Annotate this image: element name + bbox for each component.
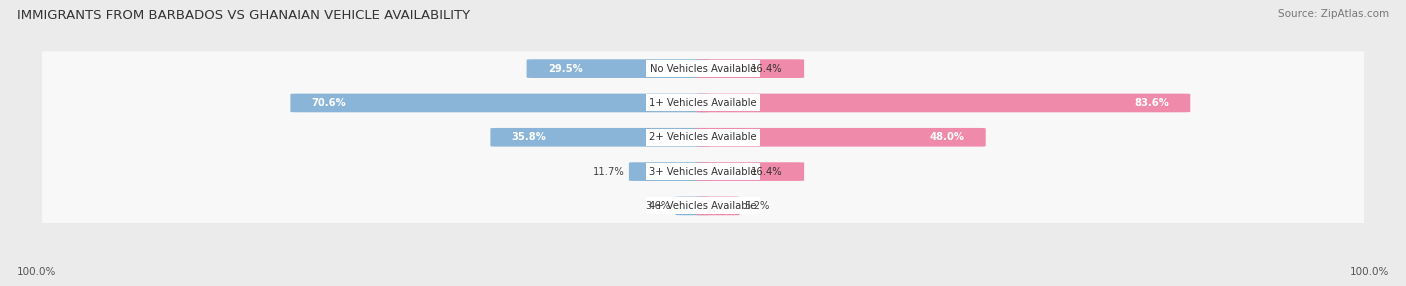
Text: 3.6%: 3.6%	[645, 201, 671, 211]
Text: 100.0%: 100.0%	[1350, 267, 1389, 277]
FancyBboxPatch shape	[696, 196, 740, 215]
FancyBboxPatch shape	[39, 154, 1367, 189]
Text: 16.4%: 16.4%	[751, 64, 783, 74]
Text: 100.0%: 100.0%	[17, 267, 56, 277]
Text: IMMIGRANTS FROM BARBADOS VS GHANAIAN VEHICLE AVAILABILITY: IMMIGRANTS FROM BARBADOS VS GHANAIAN VEH…	[17, 9, 470, 21]
FancyBboxPatch shape	[628, 162, 710, 181]
Text: 4+ Vehicles Available: 4+ Vehicles Available	[650, 201, 756, 211]
Text: 1+ Vehicles Available: 1+ Vehicles Available	[650, 98, 756, 108]
FancyBboxPatch shape	[39, 51, 1367, 86]
FancyBboxPatch shape	[696, 59, 804, 78]
FancyBboxPatch shape	[291, 94, 710, 112]
FancyBboxPatch shape	[39, 188, 1367, 223]
Text: 5.2%: 5.2%	[744, 201, 769, 211]
Text: 16.4%: 16.4%	[751, 167, 783, 176]
FancyBboxPatch shape	[527, 59, 710, 78]
FancyBboxPatch shape	[696, 94, 1191, 112]
FancyBboxPatch shape	[696, 128, 986, 147]
Text: 48.0%: 48.0%	[929, 132, 965, 142]
Text: 83.6%: 83.6%	[1135, 98, 1168, 108]
Text: 70.6%: 70.6%	[312, 98, 346, 108]
FancyBboxPatch shape	[696, 162, 804, 181]
FancyBboxPatch shape	[39, 120, 1367, 155]
Text: 11.7%: 11.7%	[592, 167, 624, 176]
Text: 29.5%: 29.5%	[548, 64, 582, 74]
Text: 3+ Vehicles Available: 3+ Vehicles Available	[650, 167, 756, 176]
Text: Source: ZipAtlas.com: Source: ZipAtlas.com	[1278, 9, 1389, 19]
FancyBboxPatch shape	[39, 86, 1367, 120]
Text: 35.8%: 35.8%	[512, 132, 547, 142]
Text: 2+ Vehicles Available: 2+ Vehicles Available	[650, 132, 756, 142]
FancyBboxPatch shape	[675, 196, 710, 215]
FancyBboxPatch shape	[491, 128, 710, 147]
Text: No Vehicles Available: No Vehicles Available	[650, 64, 756, 74]
